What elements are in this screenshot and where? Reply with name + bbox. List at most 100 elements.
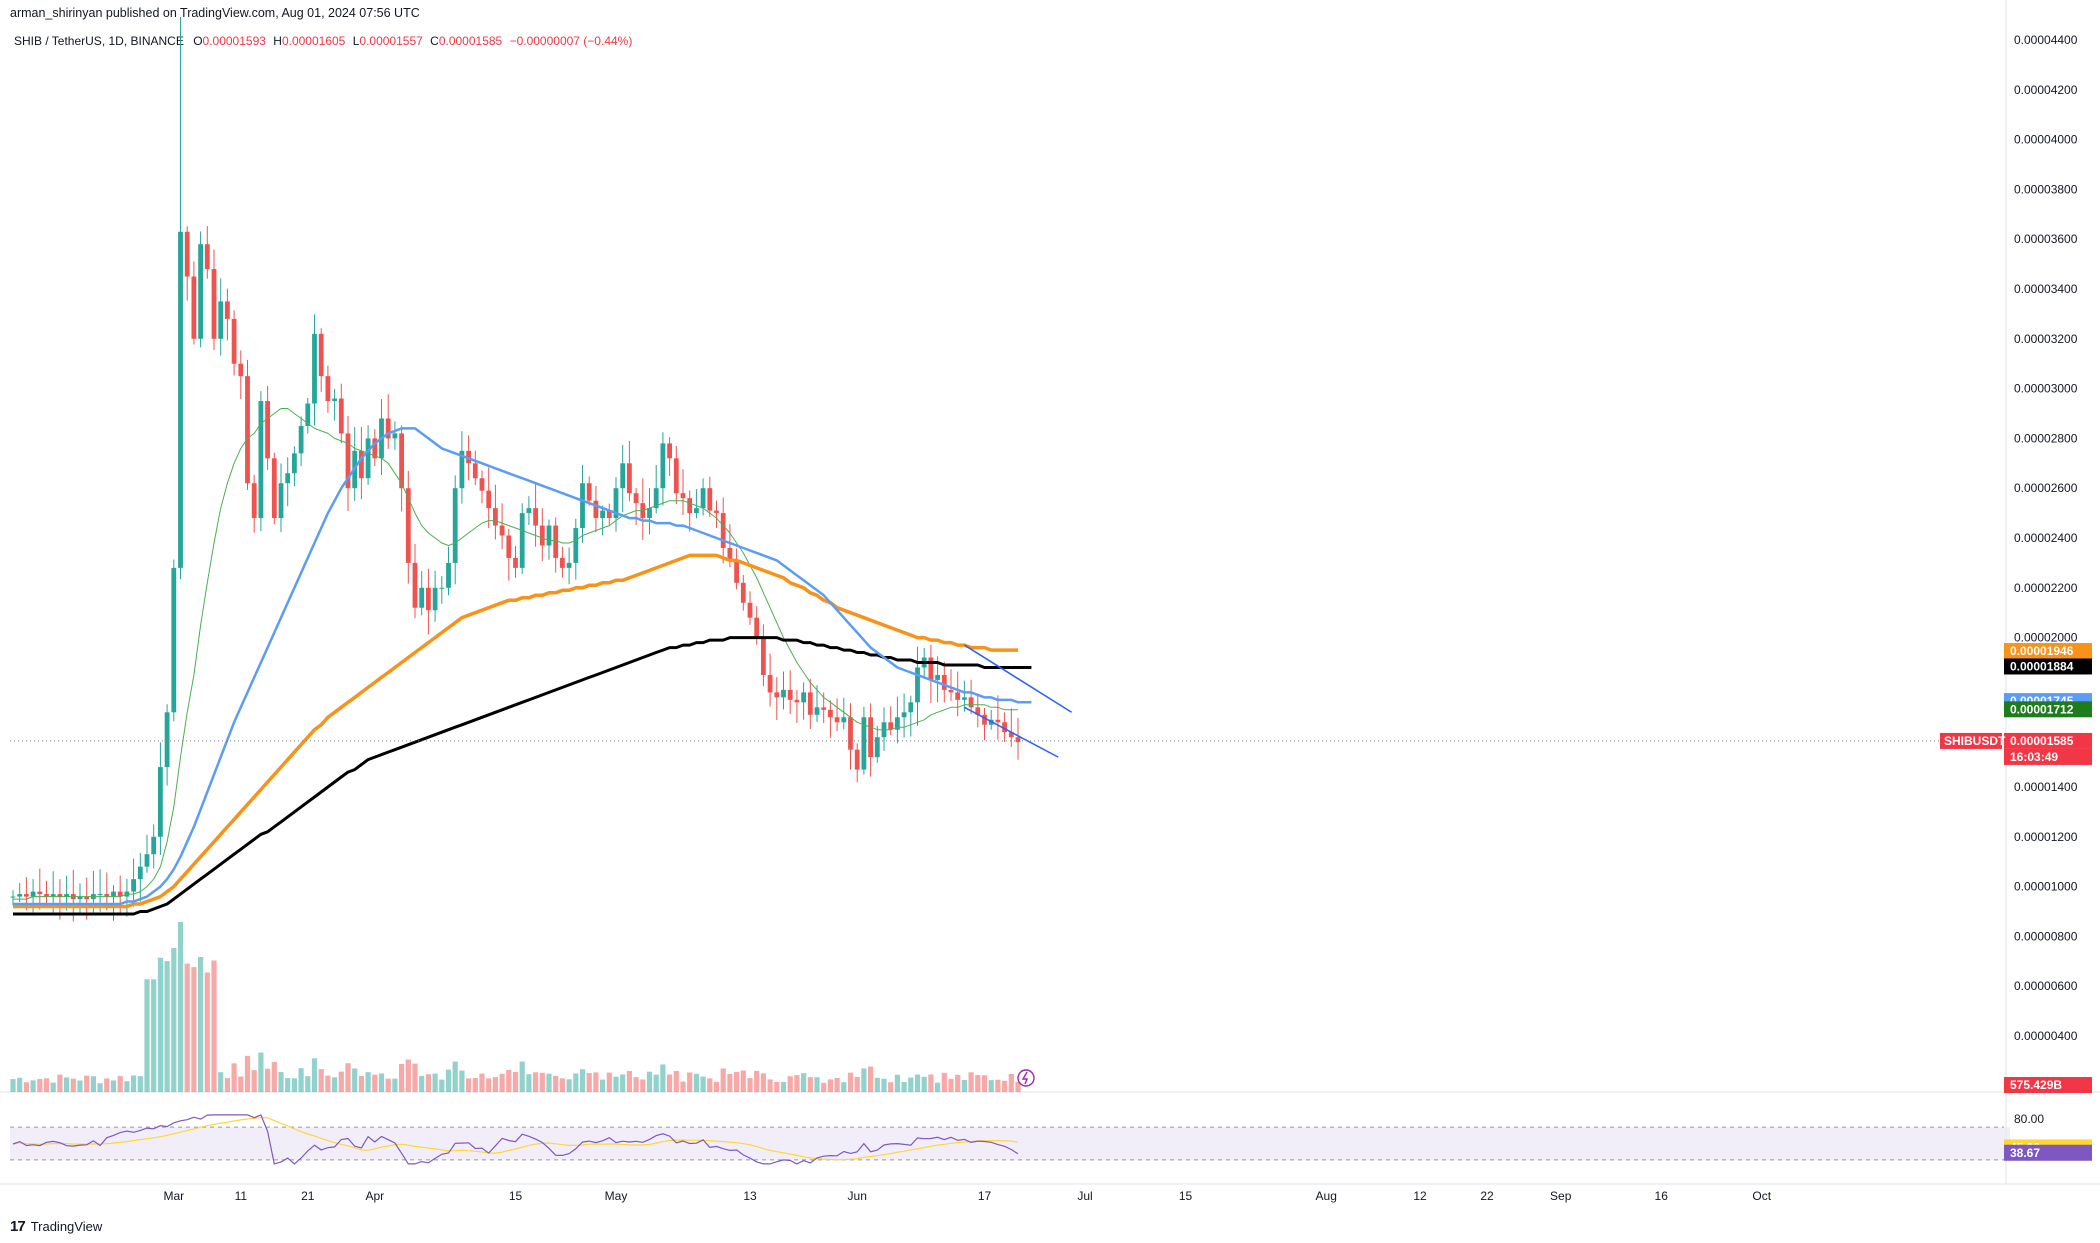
time-tick-label: 12 — [1413, 1189, 1427, 1203]
candle-body — [452, 488, 458, 563]
volume-bar — [459, 1070, 465, 1092]
volume-bar — [452, 1061, 458, 1092]
time-tick-label: Apr — [365, 1189, 384, 1203]
volume-bar — [579, 1069, 586, 1092]
candle-body — [137, 866, 143, 880]
svg-text:575.429B: 575.429B — [2010, 1078, 2062, 1092]
candle-body — [533, 508, 538, 526]
lightning-icon[interactable] — [1017, 1069, 1035, 1087]
candle-body — [928, 657, 934, 680]
volume-bar — [372, 1074, 378, 1092]
candle-body — [385, 418, 391, 439]
rsi-tag: 38.67 — [2004, 1144, 2092, 1161]
volume-bar — [868, 1066, 874, 1092]
candle-body — [513, 557, 518, 568]
candle-body — [948, 689, 954, 693]
candle-body — [600, 510, 605, 519]
volume-bar — [693, 1073, 699, 1092]
candle-body — [828, 709, 833, 718]
volume-bar — [177, 922, 184, 1092]
volume-bar — [740, 1070, 746, 1092]
candle-body — [231, 318, 237, 364]
volume-bar — [901, 1081, 907, 1092]
candle-body — [64, 894, 69, 897]
price-tick-label: 0.00001000 — [2014, 880, 2078, 894]
volume-bar — [23, 1082, 29, 1092]
candle-body — [117, 891, 123, 897]
rsi-ma-line — [12, 1116, 1019, 1161]
candle-body — [493, 508, 498, 526]
high-value: 0.00001605 — [281, 34, 346, 48]
candle-body — [412, 562, 418, 608]
tradingview-footer[interactable]: 17 TradingView — [10, 1218, 102, 1235]
ma200-line — [13, 636, 1032, 916]
time-tick-label: Aug — [1316, 1189, 1337, 1203]
volume-bar — [968, 1072, 974, 1092]
candle-body — [968, 697, 974, 708]
volume-bar — [512, 1071, 519, 1092]
candle-body — [975, 707, 981, 715]
volume-bar — [961, 1080, 967, 1092]
volume-bar — [774, 1081, 780, 1092]
candle-body — [198, 244, 203, 339]
volume-bar — [378, 1073, 385, 1092]
volume-bar — [794, 1075, 800, 1092]
candle-body — [312, 333, 317, 404]
candle-body — [332, 398, 337, 402]
candle-body — [834, 717, 840, 723]
volume-bar — [881, 1078, 887, 1092]
volume-bar — [157, 957, 163, 1092]
volume-bar — [305, 1076, 311, 1092]
candle-body — [854, 749, 860, 770]
low-value: 0.00001557 — [359, 34, 423, 48]
volume-bar — [626, 1070, 632, 1092]
svg-text:16:03:49: 16:03:49 — [2010, 750, 2058, 764]
volume-bar — [727, 1074, 733, 1092]
volume-bar — [861, 1068, 867, 1092]
candle-body — [37, 891, 43, 895]
volume-bar — [1015, 1081, 1021, 1092]
candle-body — [573, 528, 579, 563]
candle-body — [895, 717, 900, 730]
candle-body — [767, 674, 773, 693]
volume-bar — [265, 1068, 271, 1092]
candle-body — [218, 301, 224, 339]
candle-body — [680, 493, 686, 499]
volume-bar — [70, 1078, 76, 1092]
candle-body — [714, 510, 719, 514]
channel-lower-line — [964, 706, 1059, 758]
ma50-line — [13, 427, 1032, 906]
volume-bar — [57, 1074, 63, 1092]
volume-bar — [318, 1069, 324, 1092]
volume-bar — [238, 1076, 244, 1092]
volume-bar — [713, 1081, 720, 1092]
open-label: O — [193, 34, 203, 48]
volume-bar — [104, 1078, 110, 1092]
candle-body — [807, 692, 813, 715]
candle-body — [707, 488, 713, 511]
rsi-tick-label: 80.00 — [2014, 1112, 2044, 1126]
volume-bar — [767, 1079, 773, 1092]
candle-body — [539, 525, 545, 546]
candle-body — [238, 363, 244, 377]
candle-body — [647, 508, 652, 519]
volume-bar — [888, 1082, 894, 1092]
candle-body — [285, 473, 291, 484]
time-tick-label: Sep — [1550, 1189, 1572, 1203]
volume-bar — [506, 1070, 512, 1092]
candle-body — [439, 587, 445, 589]
candle-body — [278, 483, 284, 519]
time-tick-label: May — [605, 1189, 628, 1203]
candle-body — [44, 894, 49, 897]
volume-bar — [445, 1069, 452, 1092]
time-tick-label: 15 — [509, 1189, 523, 1203]
price-tick-label: 0.00003800 — [2014, 182, 2078, 196]
candle-body — [164, 712, 170, 768]
candle-body — [305, 403, 311, 426]
price-tick-label: 0.00003400 — [2014, 282, 2078, 296]
candle-body — [546, 525, 552, 546]
volume-bar — [97, 1083, 103, 1092]
candle-body — [97, 894, 103, 896]
close-value: 0.00001585 — [438, 34, 503, 48]
